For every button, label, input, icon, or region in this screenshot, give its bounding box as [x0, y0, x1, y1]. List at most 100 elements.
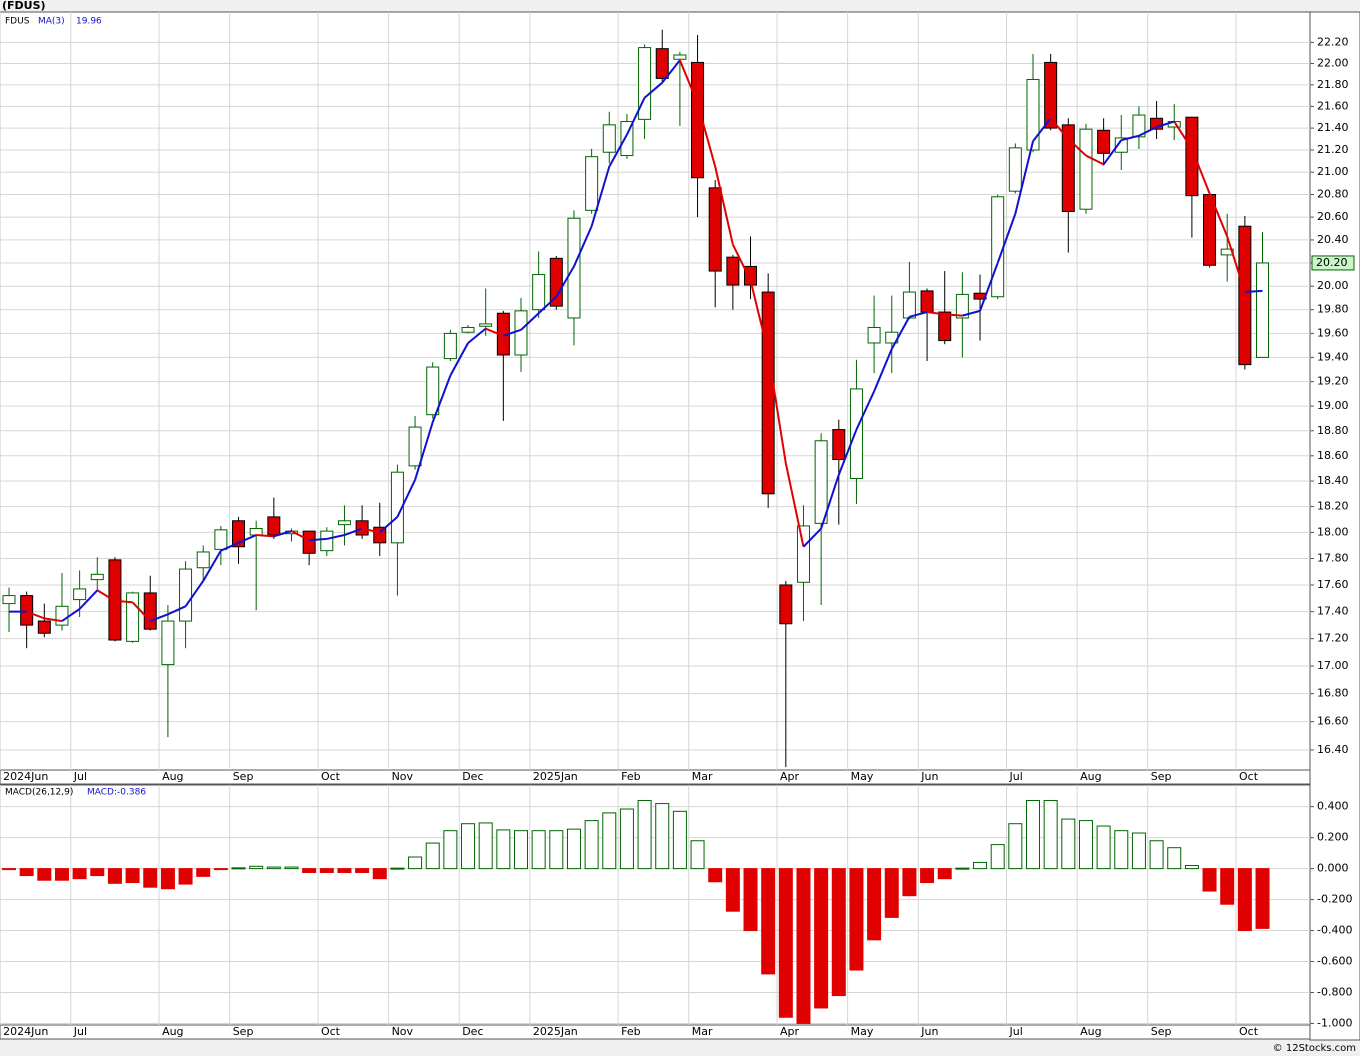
ma-segment: [608, 134, 628, 168]
ma-segment: [273, 530, 292, 538]
macd-bar: [1061, 818, 1076, 870]
candle-body: [1097, 129, 1111, 154]
candle-body: [744, 265, 758, 286]
ma-segment: [1014, 141, 1034, 214]
macd-bar: [672, 810, 687, 870]
y-tick-label: 20.60: [1317, 210, 1349, 223]
y-tick-label: 17.00: [1317, 659, 1349, 672]
y-tick-label: 21.00: [1317, 165, 1349, 178]
macd-bar: [54, 868, 69, 881]
macd-bar: [602, 812, 617, 870]
x-tick-label: Sep: [1151, 1025, 1172, 1038]
y-tick-label: 16.80: [1317, 687, 1349, 700]
candle-body: [691, 61, 705, 179]
candle-body: [796, 525, 810, 583]
macd-bar: [1220, 868, 1235, 905]
macd-bar: [143, 868, 158, 888]
macd-bar: [390, 867, 405, 870]
macd-bar: [496, 829, 511, 870]
ma-segment: [256, 534, 274, 538]
ma-segment: [1190, 148, 1211, 194]
macd-bar: [761, 868, 776, 975]
y-tick-label: 21.60: [1317, 99, 1349, 112]
macd-bar: [973, 861, 988, 870]
y-tick-label: 22.00: [1317, 56, 1349, 69]
macd-bar: [160, 868, 175, 890]
x-tick-label: Jul: [73, 770, 87, 783]
candle-body: [673, 54, 687, 60]
x-tick-label: Oct: [321, 770, 341, 783]
candle-body: [37, 620, 51, 634]
y-tick-label: 18.80: [1317, 424, 1349, 437]
macd-bar: [778, 868, 793, 1018]
ma-segment: [379, 516, 399, 534]
x-tick-label: Dec: [462, 1025, 483, 1038]
ma-segment: [344, 527, 363, 536]
candle-body: [1220, 248, 1234, 256]
x-tick-label: Feb: [621, 770, 640, 783]
x-tick-label: Jul: [1009, 1025, 1023, 1038]
ma-segment: [361, 527, 380, 534]
candle-body: [73, 588, 87, 601]
ma-segment: [661, 59, 681, 84]
ma-segment: [414, 421, 434, 481]
price-panel: [0, 11, 1311, 771]
candle-body: [232, 520, 246, 548]
ma-segment: [485, 327, 504, 337]
y-tick-label: -0.200: [1317, 893, 1352, 906]
y-tick-label: 17.20: [1317, 632, 1349, 645]
ma-segment: [643, 81, 663, 99]
legend-macd-value: MACD:-0.386: [87, 788, 146, 798]
candle-body: [1238, 225, 1252, 366]
macd-bar: [990, 844, 1005, 870]
y-tick-label: 0.200: [1317, 831, 1349, 844]
candle-body: [1150, 117, 1164, 130]
candle-body: [426, 366, 440, 416]
x-tick-label: Mar: [692, 1025, 713, 1038]
y-tick-label: -1.000: [1317, 1016, 1352, 1029]
x-tick-label: 2024Jun: [3, 1025, 48, 1038]
legend-ma: MA(3): [38, 17, 65, 27]
y-tick-label: 21.80: [1317, 78, 1349, 91]
right-axis: [1309, 11, 1360, 1041]
y-tick-label: 21.40: [1317, 121, 1349, 134]
ma-segment: [678, 59, 699, 104]
candle-body: [479, 323, 493, 327]
candle-body: [549, 257, 563, 307]
y-tick-label: 20.80: [1317, 188, 1349, 201]
macd-bar: [1255, 868, 1270, 929]
macd-bar: [231, 867, 246, 870]
macd-bar: [1131, 832, 1146, 870]
candle-body: [832, 429, 846, 461]
macd-bar: [531, 830, 546, 870]
ma-segment: [309, 537, 327, 542]
y-tick-label: 18.20: [1317, 500, 1349, 513]
macd-bar: [796, 868, 811, 1024]
macd-bar: [372, 868, 387, 880]
ma-segment: [537, 296, 557, 314]
y-tick-label: 19.00: [1317, 399, 1349, 412]
macd-bar: [937, 868, 952, 880]
macd-bar: [514, 830, 529, 870]
macd-bar: [249, 865, 264, 870]
macd-bar: [955, 867, 970, 870]
ma-segment: [1226, 236, 1246, 293]
ma-segment: [396, 479, 416, 518]
ma-segment: [873, 348, 893, 392]
ma-segment: [1138, 126, 1158, 137]
candle-body: [1079, 128, 1093, 210]
ma-segment: [291, 530, 310, 542]
macd-bar: [319, 868, 334, 873]
ma-segment: [1208, 193, 1229, 237]
ma-segment: [820, 474, 840, 529]
candle-body: [390, 471, 404, 544]
ma-segment: [202, 550, 222, 582]
macd-bar: [355, 868, 370, 873]
x-tick-label: Oct: [321, 1025, 341, 1038]
y-tick-label: 16.40: [1317, 743, 1349, 756]
macd-bar: [637, 799, 652, 870]
candle-body: [126, 592, 140, 642]
x-tick-label: Aug: [162, 770, 183, 783]
macd-bar: [1149, 840, 1164, 870]
y-tick-label: 22.20: [1317, 35, 1349, 48]
